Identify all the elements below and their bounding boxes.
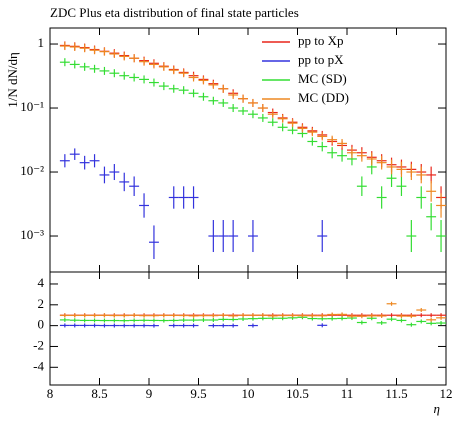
y-tick-label: 0 xyxy=(38,317,45,332)
y-axis-label: 1/N dN/dη xyxy=(5,52,20,108)
y-tick-label: -4 xyxy=(33,358,44,373)
chart-title: ZDC Plus eta distribution of final state… xyxy=(50,5,299,20)
x-tick-label: 9.5 xyxy=(190,386,206,401)
x-tick-label: 8.5 xyxy=(91,386,107,401)
legend-label: pp to pX xyxy=(298,52,344,67)
main-frame xyxy=(49,27,447,273)
x-tick-label: 9 xyxy=(146,386,153,401)
y-tick-label: -2 xyxy=(33,337,44,352)
y-tick-label: 4 xyxy=(38,275,45,290)
x-tick-label: 10 xyxy=(242,386,255,401)
x-tick-label: 11 xyxy=(341,386,354,401)
y-tick-label: 10⁻¹ xyxy=(20,99,44,114)
legend-label: pp to Xp xyxy=(298,33,344,48)
legend-label: MC (SD) xyxy=(298,71,347,86)
ratio-frame xyxy=(49,271,447,386)
x-tick-label: 10.5 xyxy=(286,386,309,401)
y-tick-label: 1 xyxy=(38,35,45,50)
x-tick-label: 8 xyxy=(47,386,54,401)
y-tick-label: 10⁻³ xyxy=(20,227,44,242)
y-tick-label: 10⁻² xyxy=(20,163,44,178)
x-axis-label: η xyxy=(434,401,440,416)
x-tick-label: 11.5 xyxy=(385,386,407,401)
y-tick-label: 2 xyxy=(38,296,45,311)
legend-label: MC (DD) xyxy=(298,90,349,105)
x-tick-label: 12 xyxy=(440,386,453,401)
